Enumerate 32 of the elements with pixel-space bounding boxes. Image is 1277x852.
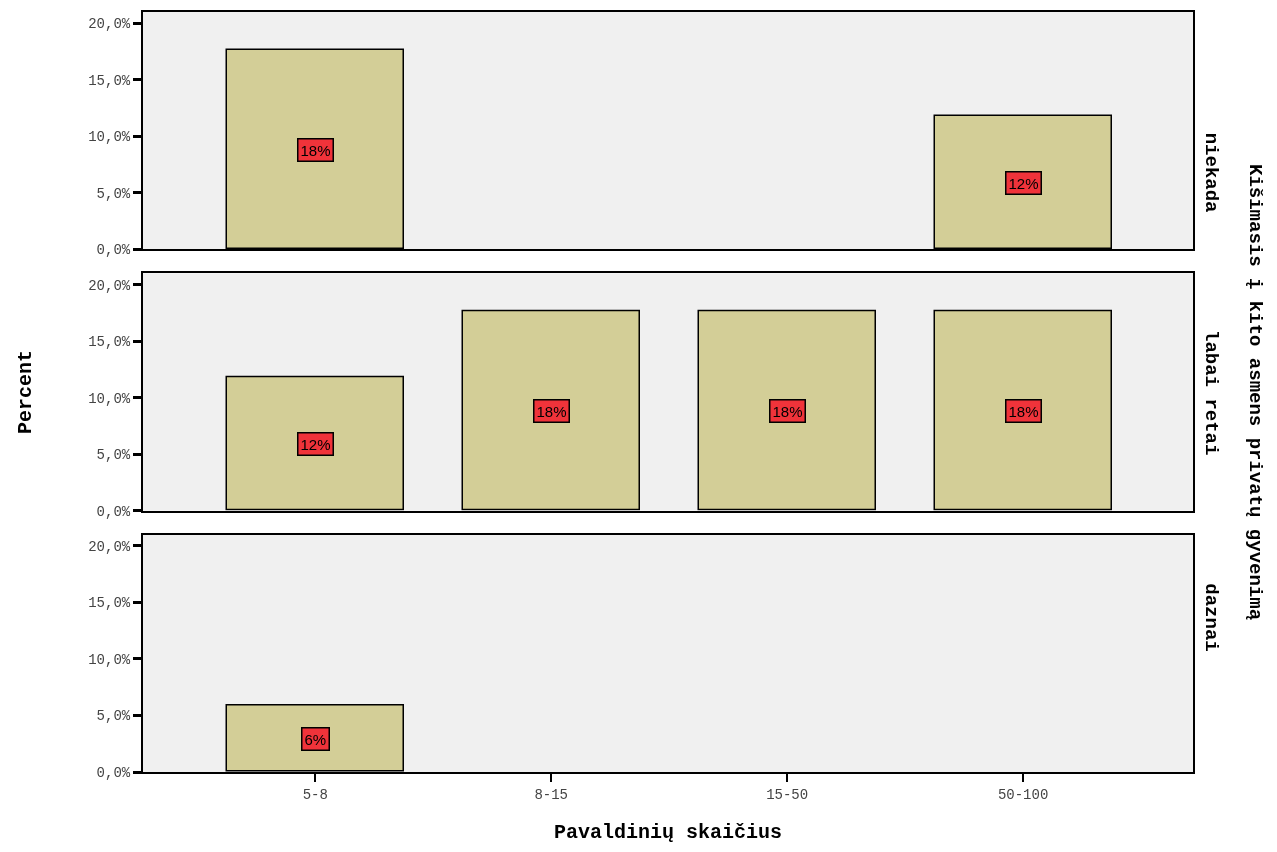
y-tick-label: 5,0% xyxy=(96,447,131,464)
y-tick-label: 0,0% xyxy=(96,503,131,520)
x-tick-label: 50-100 xyxy=(997,786,1049,803)
data-label: 12% xyxy=(1008,174,1039,192)
data-label: 18% xyxy=(772,402,803,420)
y-tick-label: 0,0% xyxy=(96,764,131,781)
y-axis-title: Percent xyxy=(14,349,37,434)
text: daznai xyxy=(1200,583,1223,652)
y2-axis-title: Kišimasis į kito asmens privatų gyvenimą xyxy=(1244,164,1266,621)
x-tick-label: 5-8 xyxy=(302,786,328,803)
y-tick-label: 15,0% xyxy=(88,595,131,612)
x-tick-label: 15-50 xyxy=(766,786,809,803)
y-tick-label: 20,0% xyxy=(88,538,131,555)
x-axis-title: Pavaldinių skaičius xyxy=(553,820,783,844)
y-tick-label: 10,0% xyxy=(88,129,131,146)
y-tick-label: 0,0% xyxy=(96,242,131,259)
data-label: 12% xyxy=(300,435,331,453)
y-tick-label: 20,0% xyxy=(88,16,131,33)
data-label: 18% xyxy=(536,402,567,420)
y-tick-label: 10,0% xyxy=(88,651,131,668)
y-tick-label: 5,0% xyxy=(96,185,131,202)
y-tick-label: 5,0% xyxy=(96,708,131,725)
x-tick-label: 8-15 xyxy=(534,786,568,803)
data-label: 6% xyxy=(304,730,327,748)
data-label: 18% xyxy=(1008,402,1039,420)
data-label: 18% xyxy=(300,141,331,159)
y-tick-label: 10,0% xyxy=(88,390,131,407)
y-tick-label: 15,0% xyxy=(88,72,131,89)
y-tick-label: 15,0% xyxy=(88,334,131,351)
text: labai retai xyxy=(1200,330,1222,456)
y-tick-label: 20,0% xyxy=(88,277,131,294)
text: niekada xyxy=(1199,132,1222,213)
